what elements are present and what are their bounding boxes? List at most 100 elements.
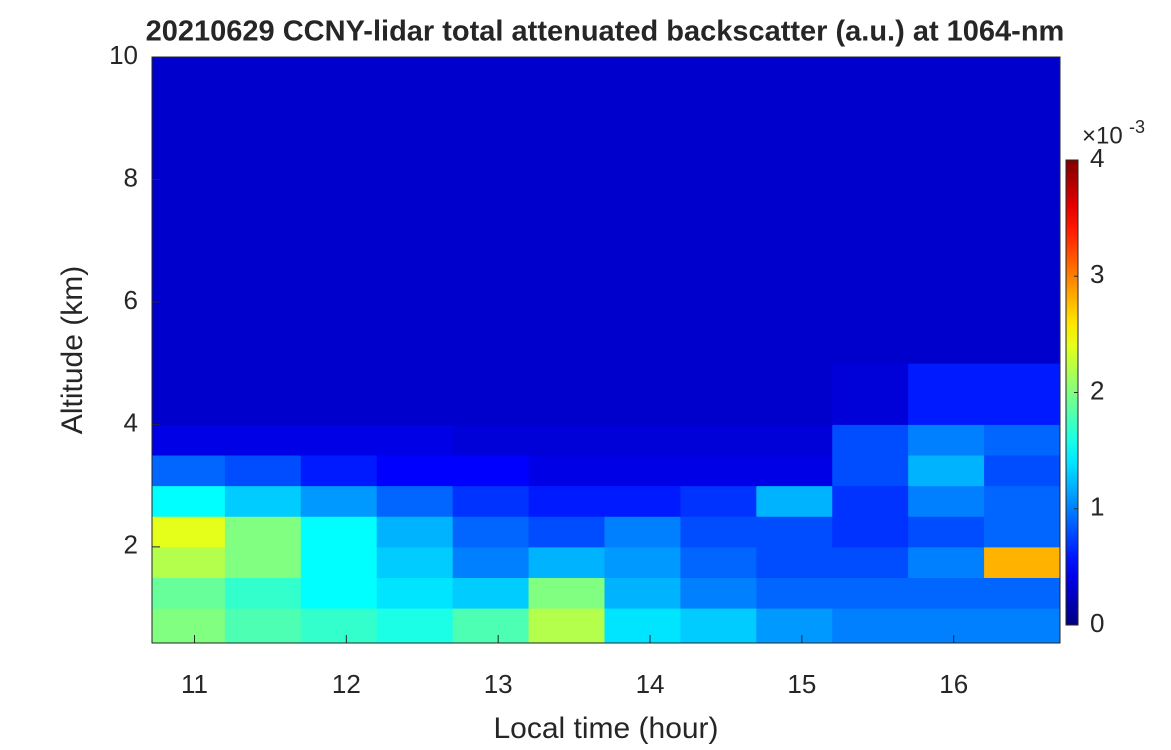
heatmap-cell	[984, 455, 1061, 487]
heatmap-cell	[832, 608, 909, 644]
heatmap-cell	[756, 301, 833, 364]
heatmap-cell	[224, 301, 302, 364]
heatmap-cell	[604, 485, 681, 517]
heatmap-cell	[224, 516, 302, 548]
heatmap-cell	[832, 57, 909, 180]
heatmap-cell	[152, 455, 226, 487]
heatmap-cell	[604, 516, 681, 548]
heatmap-cell	[452, 455, 530, 487]
heatmap-cell	[224, 608, 302, 644]
heatmap-cell	[604, 301, 681, 364]
heatmap-cell	[832, 516, 909, 548]
heatmap-cell	[680, 608, 757, 644]
heatmap-cell	[300, 516, 378, 548]
heatmap-cell	[300, 577, 378, 609]
heatmap-cell	[152, 608, 226, 644]
x-tick-label: 11	[181, 669, 208, 699]
x-tick-label: 15	[787, 669, 816, 699]
heatmap-cell	[756, 485, 833, 517]
x-tick-label: 13	[484, 669, 513, 699]
colorbar-tick-label: 2	[1090, 375, 1104, 405]
heatmap-cell	[152, 57, 226, 180]
heatmap-cell	[528, 179, 605, 303]
colorbar-exponent: -3	[1129, 117, 1145, 137]
heatmap-cell	[300, 363, 378, 425]
heatmap-cell	[756, 179, 833, 303]
heatmap-cell	[452, 57, 530, 180]
heatmap-cell	[452, 516, 530, 548]
heatmap-cell	[984, 57, 1061, 180]
heatmap-cell	[984, 363, 1061, 425]
heatmap-cell	[832, 546, 909, 578]
heatmap-cell	[376, 363, 454, 425]
heatmap-cell	[376, 485, 454, 517]
heatmap-cell	[376, 57, 454, 180]
heatmap-cell	[604, 179, 681, 303]
heatmap-cell	[452, 363, 530, 425]
y-tick-label: 2	[124, 530, 138, 560]
heatmap-cell	[908, 485, 985, 517]
heatmap-cell	[528, 577, 605, 609]
heatmap-cell	[152, 363, 226, 425]
heatmap-cell	[680, 424, 757, 456]
heatmap-cell	[376, 546, 454, 578]
heatmap-cell	[300, 301, 378, 364]
heatmap-cell	[452, 577, 530, 609]
heatmap-cell	[756, 363, 833, 425]
heatmap-cell	[300, 608, 378, 644]
heatmap-cell	[908, 424, 985, 456]
heatmap-cell	[680, 485, 757, 517]
heatmap-cell	[376, 608, 454, 644]
heatmap-cell	[680, 57, 757, 180]
heatmap-cell	[528, 608, 605, 644]
heatmap-cell	[376, 424, 454, 456]
heatmap-cell	[984, 179, 1061, 303]
heatmap-cell	[908, 363, 985, 425]
heatmap-cell	[224, 424, 302, 456]
heatmap-cell	[908, 546, 985, 578]
heatmap-cell	[528, 455, 605, 487]
heatmap-cell	[376, 577, 454, 609]
heatmap-cell	[452, 179, 530, 303]
heatmap-cell	[756, 455, 833, 487]
heatmap-cell	[908, 608, 985, 644]
heatmap-cell	[224, 455, 302, 487]
heatmap-cell	[300, 424, 378, 456]
y-tick-label: 4	[124, 407, 138, 437]
heatmap-cell	[984, 608, 1061, 644]
heatmap-cell	[908, 455, 985, 487]
heatmap-cell	[300, 546, 378, 578]
heatmap-cell	[908, 57, 985, 180]
heatmap-cell	[604, 577, 681, 609]
heatmap-cell	[152, 546, 226, 578]
heatmap-cell	[680, 516, 757, 548]
y-axis-label: Altitude (km)	[56, 266, 89, 434]
colorbar-multiplier: ×10	[1082, 122, 1123, 149]
heatmap-cell	[528, 485, 605, 517]
heatmap-cell	[604, 363, 681, 425]
heatmap-cell	[376, 301, 454, 364]
heatmap-cell	[604, 546, 681, 578]
heatmap-cell	[832, 301, 909, 364]
y-tick-label: 8	[124, 162, 138, 192]
heatmap-cell	[756, 57, 833, 180]
heatmap-cell	[832, 363, 909, 425]
heatmap-cell	[604, 608, 681, 644]
heatmap-cell	[680, 363, 757, 425]
heatmap-cell	[224, 57, 302, 180]
heatmap-cell	[152, 301, 226, 364]
chart-title: 20210629 CCNY-lidar total attenuated bac…	[146, 16, 1065, 48]
heatmap-cell	[908, 577, 985, 609]
heatmap-cell	[832, 577, 909, 609]
heatmap-cell	[376, 516, 454, 548]
heatmap-cell	[376, 455, 454, 487]
heatmap-cell	[604, 57, 681, 180]
heatmap-cell	[452, 546, 530, 578]
heatmap-cell	[984, 424, 1061, 456]
heatmap-cell	[984, 577, 1061, 609]
heatmap-cell	[984, 516, 1061, 548]
heatmap-cell	[756, 424, 833, 456]
heatmap-cell	[908, 516, 985, 548]
heatmap-cell	[528, 301, 605, 364]
heatmap-cell	[756, 577, 833, 609]
